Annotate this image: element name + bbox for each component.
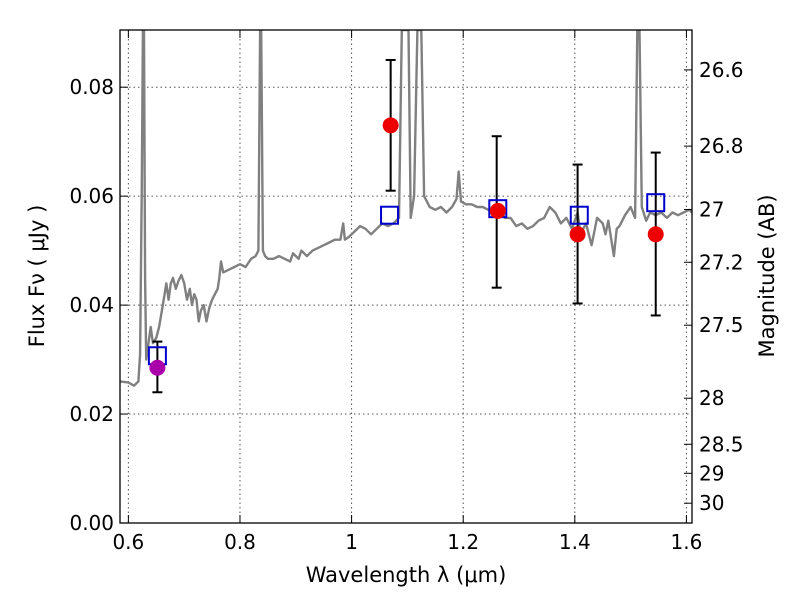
tick-layer: 0.6 0.8 1 1.2 1.4 1.6 0.00 0.02 0.04 0.06 0.08 26.6…	[69, 30, 744, 554]
y-tick-label: 0.02	[69, 402, 114, 426]
y2-tick-label: 26.8	[699, 134, 744, 158]
photometry-point	[647, 226, 664, 243]
spectrum-layer	[120, 30, 692, 387]
x-tick-label: 1.2	[447, 530, 479, 554]
square-marker-layer	[147, 193, 666, 366]
y2-tick-label: 28.5	[699, 432, 744, 456]
photometry-point	[149, 359, 166, 376]
y2-tick-label: 30	[699, 491, 724, 515]
model-square-marker	[380, 205, 400, 225]
spectrum-line	[120, 30, 692, 387]
y2-axis-label: Magnitude (AB)	[755, 194, 779, 357]
grid-layer	[120, 30, 692, 524]
plot-frame	[119, 29, 693, 524]
circle-marker-layer	[149, 117, 664, 376]
y-tick-label: 0.04	[69, 293, 114, 317]
model-square-marker	[569, 205, 589, 225]
x-axis-label: Wavelength λ (μm)	[306, 563, 507, 587]
y-tick-label: 0.06	[69, 184, 114, 208]
x-tick-label: 1.4	[559, 530, 591, 554]
x-tick-label: 1.6	[671, 530, 703, 554]
y2-tick-label: 27.2	[699, 250, 744, 274]
x-tick-label: 0.6	[112, 530, 144, 554]
y2-tick-label: 27.5	[699, 313, 744, 337]
x-tick-label: 0.8	[224, 530, 256, 554]
photometry-point	[569, 226, 586, 243]
y-tick-label: 0.08	[69, 75, 114, 99]
model-square-marker	[646, 193, 666, 213]
y2-tick-label: 26.6	[699, 58, 744, 82]
photometry-point	[489, 202, 506, 219]
photometry-point	[382, 117, 399, 134]
y2-tick-label: 27	[699, 198, 724, 222]
y-tick-label: 0.00	[69, 511, 114, 535]
x-tick-label: 1	[345, 530, 358, 554]
y2-tick-label: 28	[699, 386, 724, 410]
y2-tick-label: 29	[699, 461, 724, 485]
y-axis-label: Flux Fν ( μJy )	[25, 205, 49, 348]
